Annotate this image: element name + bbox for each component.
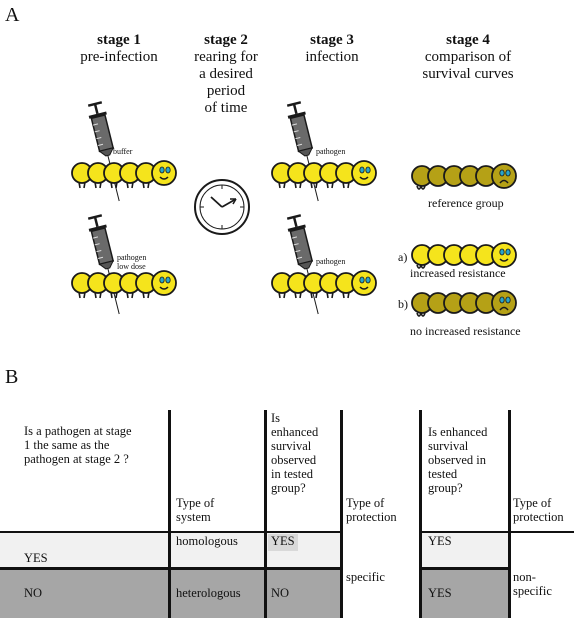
header-type-system-line-1: Type of — [176, 496, 215, 510]
header-enhanced-2-line-1: Is enhanced — [428, 425, 488, 439]
larva-increased-resistance — [411, 242, 517, 269]
stage-2-desc-line-3: period — [206, 83, 246, 99]
row-no-band-right — [422, 568, 508, 618]
header-question-line-1: Is a pathogen at stage — [24, 424, 132, 438]
header-enhanced-1: Is enhanced survival observed in tested … — [271, 411, 341, 495]
pathogen-label-top: pathogen — [316, 147, 346, 156]
stage-4-desc-line-1: comparison of — [424, 49, 512, 65]
outcome-a-label: increased resistance — [410, 266, 506, 280]
protection-non-specific-line-2: specific — [513, 584, 552, 598]
header-enhanced-2-line-3: observed in — [428, 453, 486, 467]
larva-no-increased-resistance — [411, 290, 517, 317]
larva-reference-group — [411, 163, 517, 190]
stage-1-title: stage 1 — [97, 32, 141, 48]
protection-specific: specific — [346, 570, 385, 584]
larva-stage1-bottom — [71, 270, 177, 299]
stage-2-desc-line-2: a desired — [199, 66, 253, 82]
stage-1-desc: pre-infection — [80, 49, 158, 65]
header-question-line-2: 1 the same as the — [24, 438, 110, 452]
row-yes-enhanced-1: YES — [271, 534, 295, 548]
larvae-layer — [71, 160, 517, 317]
header-type-protection-1-line-1: Type of — [346, 496, 385, 510]
outcome-b-marker: b) — [398, 297, 408, 311]
table-vline-5 — [508, 410, 511, 618]
header-enhanced-1-line-2: enhanced — [271, 425, 319, 439]
stage-3-title: stage 3 — [310, 32, 354, 48]
header-type-protection-2-line-2: protection — [513, 510, 564, 524]
stage-4-desc-line-2: survival curves — [422, 66, 514, 82]
low-dose-label-line-1: pathogen — [117, 253, 147, 262]
header-type-system: Type of system — [176, 496, 264, 524]
header-question: Is a pathogen at stage 1 the same as the… — [24, 424, 168, 466]
stage-4-title: stage 4 — [446, 32, 490, 48]
buffer-label: buffer — [113, 147, 133, 156]
header-enhanced-2: Is enhanced survival observed in tested … — [428, 425, 508, 495]
protection-non-specific-line-1: non- — [513, 570, 536, 584]
table-hline-header-right — [419, 531, 574, 533]
table-vline-4 — [419, 410, 422, 618]
stage-2-title: stage 2 — [204, 32, 248, 48]
header-enhanced-1-line-4: observed — [271, 453, 317, 467]
protection-non-specific: non- specific — [513, 570, 552, 598]
header-enhanced-2-line-4: tested — [428, 467, 458, 481]
clock-icon — [194, 179, 250, 235]
yes-cell-highlight — [268, 534, 298, 551]
row-no-system: heterologous — [176, 586, 241, 600]
table-vline-1 — [168, 410, 171, 618]
outcome-a-marker: a) — [398, 250, 408, 264]
row-no-answer: NO — [24, 586, 43, 600]
larva-stage3-bottom — [271, 270, 377, 299]
row-yes-enhanced-2: YES — [428, 534, 452, 548]
row-no-enhanced-2: YES — [428, 586, 452, 600]
larva-stage3-top — [271, 160, 377, 189]
row-yes-system: homologous — [176, 534, 238, 548]
header-enhanced-1-line-5: in tested — [271, 467, 314, 481]
stage-2-desc-line-4: of time — [204, 100, 248, 116]
header-enhanced-1-line-1: Is — [271, 411, 281, 425]
outcome-b-label: no increased resistance — [410, 324, 521, 338]
header-type-protection-2: Type of protection — [513, 496, 574, 524]
header-type-protection-2-line-1: Type of — [513, 496, 552, 510]
header-enhanced-2-line-5: group? — [428, 481, 463, 495]
table-hline-mid-right — [419, 567, 508, 570]
row-yes-answer: YES — [24, 551, 48, 565]
row-yes-band-right — [422, 532, 508, 568]
stage-1-header: stage 1 pre-infection — [64, 32, 174, 66]
stage-3-desc: infection — [305, 49, 359, 65]
table-hline-mid-left — [0, 567, 340, 570]
header-type-system-line-2: system — [176, 510, 211, 524]
table-vline-3 — [340, 410, 343, 618]
table-vline-2 — [264, 410, 267, 618]
row-no-enhanced-1: NO — [271, 586, 290, 600]
larva-stage1-top — [71, 160, 177, 189]
reference-group-label: reference group — [428, 196, 504, 210]
stage-2-desc-line-1: rearing for — [194, 49, 258, 65]
stage-4-header: stage 4 comparison of survival curves — [398, 32, 538, 83]
panel-a-illustration — [71, 100, 517, 318]
header-type-protection-1-line-2: protection — [346, 510, 397, 524]
header-enhanced-1-line-6: group? — [271, 481, 306, 495]
stage-2-header: stage 2 rearing for a desired period of … — [176, 32, 276, 117]
table-hline-header-left — [0, 531, 340, 533]
header-enhanced-1-line-3: survival — [271, 439, 312, 453]
low-dose-label-line-2: low dose — [117, 262, 146, 271]
panel-a-label: A — [5, 4, 20, 26]
panel-b-label: B — [5, 366, 19, 388]
header-enhanced-2-line-2: survival — [428, 439, 469, 453]
stage-3-header: stage 3 infection — [282, 32, 382, 66]
header-question-line-3: pathogen at stage 2 ? — [24, 452, 129, 466]
header-type-protection-1: Type of protection — [346, 496, 420, 524]
pathogen-label-bottom: pathogen — [316, 257, 346, 266]
low-dose-label: pathogen low dose — [117, 253, 146, 271]
